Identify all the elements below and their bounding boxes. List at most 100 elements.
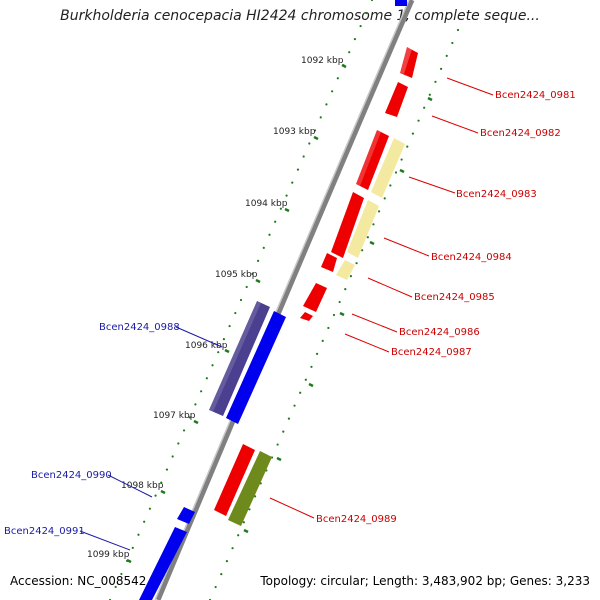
scale-dot <box>302 155 305 158</box>
scale-dot <box>377 210 381 213</box>
gene-bcen2424-0986[interactable] <box>303 283 327 312</box>
gene-label[interactable]: Bcen2424_0982 <box>480 128 561 139</box>
gene-bcen2424-0984[interactable] <box>331 192 364 258</box>
scale-dot <box>200 390 203 393</box>
scale-dot <box>222 338 226 341</box>
leader-lines <box>79 77 494 551</box>
scale-dot <box>394 171 398 174</box>
scale-dot <box>336 77 339 80</box>
scale-dot <box>319 116 322 119</box>
scale-dot <box>225 560 229 563</box>
scale-dot <box>327 326 330 330</box>
gene-bcen2424-0985[interactable] <box>321 253 337 272</box>
tick-label: 1099 kbp <box>87 550 130 560</box>
gene-bcen2424-0982[interactable] <box>385 82 408 117</box>
scale-dot <box>262 246 265 249</box>
scale-dot <box>359 24 362 28</box>
scale-dot <box>205 377 208 380</box>
scale-dot <box>268 233 271 236</box>
gene-bcen2424-0989[interactable] <box>214 444 255 516</box>
gene-bcen2424-0988[interactable] <box>226 311 286 424</box>
scale-dot <box>245 285 248 289</box>
scale-dot <box>154 494 157 497</box>
gene-bcen2424-0983[interactable] <box>356 130 389 190</box>
scale-dot <box>406 145 409 148</box>
scale-dot <box>251 272 254 276</box>
gene-label[interactable]: Bcen2424_0984 <box>431 252 512 263</box>
scale-dot <box>211 364 214 367</box>
gene-label[interactable]: Bcen2424_0985 <box>414 292 495 303</box>
scale-dot <box>349 275 353 278</box>
feature-purple[interactable] <box>209 301 270 416</box>
gene-label[interactable]: Bcen2424_0988 <box>99 322 180 333</box>
scale-dot <box>143 520 146 523</box>
scale-dot <box>331 90 334 93</box>
gene-label[interactable]: Bcen2424_0989 <box>316 514 397 525</box>
scale-dot <box>274 220 277 223</box>
accession-label: Accession: NC_008542 <box>10 574 147 588</box>
scale-dot <box>228 324 231 328</box>
scale-dot <box>293 404 296 407</box>
feature-olive[interactable] <box>228 451 272 526</box>
scale-dots-right <box>208 28 460 600</box>
scale-dot <box>344 287 347 291</box>
scale-dot <box>366 236 369 239</box>
scale-dot <box>372 223 375 226</box>
scale-dot <box>182 429 186 432</box>
scale-dot <box>383 197 386 200</box>
scale-dot <box>237 534 240 537</box>
scale-dot <box>231 547 234 550</box>
gene-label[interactable]: Bcen2424_0987 <box>391 347 472 358</box>
scale-dot <box>291 181 294 184</box>
scale-ticks <box>126 63 433 564</box>
gene-bcen2424-0990[interactable] <box>177 507 195 524</box>
scale-dot <box>308 142 311 145</box>
scale-dot <box>400 158 403 161</box>
tick-label: 1096 kbp <box>185 341 228 351</box>
scale-dot <box>234 311 237 315</box>
gene-bcen2424-0987[interactable] <box>300 312 313 321</box>
gene-label[interactable]: Bcen2424_0991 <box>4 526 85 537</box>
scale-dot <box>451 41 454 45</box>
feature-yellow-1[interactable] <box>371 138 405 198</box>
scale-dot <box>315 352 319 355</box>
topology-label: Topology: circular; Length: 3,483,902 bp… <box>260 574 590 588</box>
tick-label: 1098 kbp <box>121 481 164 491</box>
scale-dot <box>439 67 443 70</box>
scale-dot <box>239 298 243 302</box>
scale-dot <box>114 585 117 589</box>
scale-dot <box>355 262 358 265</box>
feature-yellow-2[interactable] <box>347 200 379 258</box>
map-title: Burkholderia cenocepacia HI2424 chromoso… <box>60 8 540 24</box>
scale-dot <box>287 417 291 420</box>
scale-dot <box>370 0 374 2</box>
scale-dot <box>434 80 437 83</box>
gene-label[interactable]: Bcen2424_0986 <box>399 327 480 338</box>
scale-dot <box>120 572 123 576</box>
gene-label[interactable]: Bcen2424_0983 <box>456 189 537 200</box>
scale-dot <box>304 378 307 381</box>
scale-dot <box>282 430 285 433</box>
gene-label[interactable]: Bcen2424_0981 <box>495 90 576 101</box>
scale-dot <box>137 533 140 536</box>
tick-label: 1092 kbp <box>301 56 344 66</box>
scale-dot <box>148 507 151 510</box>
scale-dot <box>160 481 163 484</box>
scale-dot <box>217 351 220 354</box>
tick-label: 1097 kbp <box>153 411 196 421</box>
scale-dot <box>456 28 460 32</box>
tick-label: 1093 kbp <box>273 127 316 137</box>
scale-dot <box>353 38 357 41</box>
scale-dot <box>131 546 134 549</box>
gene-bcen2424-0981[interactable] <box>400 47 418 78</box>
feature-yellow-3[interactable] <box>336 260 355 280</box>
scale-dot <box>411 132 415 135</box>
gene-partial-top[interactable] <box>395 0 407 6</box>
scale-dot <box>194 403 197 406</box>
gene-bcen2424-0991[interactable] <box>139 527 187 600</box>
scale-dot <box>417 119 420 122</box>
gene-label[interactable]: Bcen2424_0990 <box>31 470 112 481</box>
scale-dot <box>310 365 313 368</box>
scale-dot <box>445 54 448 58</box>
